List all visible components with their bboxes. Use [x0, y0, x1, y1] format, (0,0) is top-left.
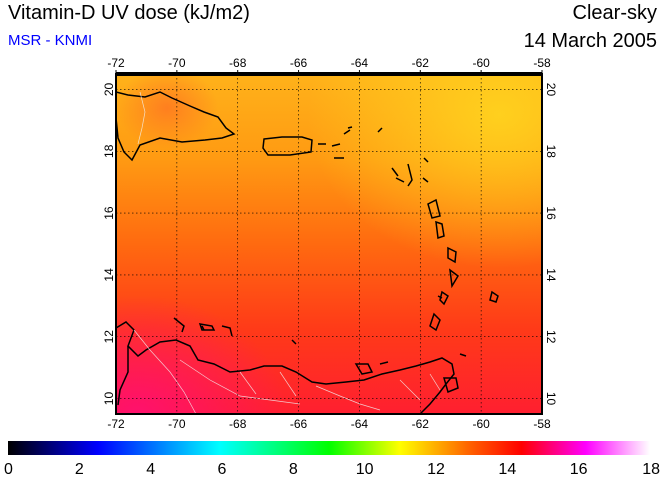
- colorbar-tick-label: 18: [642, 461, 660, 478]
- colorbar-tick-label: 6: [218, 461, 227, 478]
- lat-tick-label-right: 14: [544, 268, 558, 282]
- lat-tick-label-right: 20: [544, 83, 558, 97]
- lesser-antilles-coast: [377, 127, 499, 332]
- maracaibo-coast: [117, 346, 129, 406]
- puerto-rico-coast: [262, 136, 313, 156]
- lat-tick-label-right: 10: [544, 392, 558, 406]
- lat-tick-label-left: 10: [102, 392, 116, 406]
- lon-tick-label-top: -60: [472, 56, 490, 70]
- borders: [133, 91, 441, 415]
- colorbar-gradient: [8, 441, 650, 455]
- lon-tick-label-top: -64: [351, 56, 369, 70]
- map-title: Vitamin-D UV dose (kJ/m2): [8, 2, 250, 24]
- lon-tick-label-top: -66: [290, 56, 308, 70]
- colorbar-tick-label: 10: [356, 461, 374, 478]
- colorbar-tick-label: 8: [289, 461, 298, 478]
- graticule: [115, 70, 543, 414]
- colorbar-tick-label: 16: [570, 461, 588, 478]
- lat-tick-label-left: 12: [102, 330, 116, 344]
- lat-labels-right: 10 12 14 16 18 20: [544, 83, 558, 406]
- colorbar-tick-label: 2: [75, 461, 84, 478]
- abc-islands-coast: [173, 317, 233, 337]
- virgin-islands-coast: [318, 126, 353, 159]
- lon-labels-bottom: -72 -70 -68 -66 -64 -62 -60 -58: [107, 417, 551, 431]
- lat-tick-label-right: 12: [544, 330, 558, 344]
- grid-islands-coast: [201, 325, 297, 345]
- lat-tick-label-left: 16: [102, 206, 116, 220]
- colorbar: 0 2 4 6 8 10 12 14 16 18: [4, 441, 660, 478]
- source-label: MSR - KNMI: [8, 32, 93, 49]
- lon-tick-label-top: -62: [412, 56, 430, 70]
- lat-tick-label-left: 14: [102, 268, 116, 282]
- hispaniola-coast: [115, 91, 236, 162]
- lon-tick-label-bottom: -58: [533, 417, 551, 431]
- coastlines: [115, 91, 499, 415]
- lon-tick-label-top: -68: [229, 56, 247, 70]
- lat-tick-label-left: 18: [102, 144, 116, 158]
- lon-tick-label-top: -58: [533, 56, 551, 70]
- lon-tick-label-bottom: -68: [229, 417, 247, 431]
- lon-labels-top: -72 -70 -68 -66 -64 -62 -60 -58: [107, 56, 551, 70]
- lat-tick-label-right: 18: [544, 145, 558, 159]
- lon-tick-label-bottom: -66: [290, 417, 308, 431]
- date-label: 14 March 2005: [523, 30, 657, 52]
- sky-condition-label: Clear-sky: [572, 2, 657, 24]
- lat-tick-label-left: 20: [102, 82, 116, 96]
- lon-tick-label-bottom: -60: [472, 417, 490, 431]
- lon-tick-label-bottom: -64: [351, 417, 369, 431]
- lon-tick-label-top: -72: [107, 56, 125, 70]
- colorbar-tick-label: 0: [4, 461, 13, 478]
- trinidad-coast: [443, 353, 467, 394]
- lon-tick-label-bottom: -70: [168, 417, 186, 431]
- lat-tick-label-right: 16: [544, 206, 558, 220]
- lon-tick-label-bottom: -72: [107, 417, 125, 431]
- colorbar-ticks: 0 2 4 6 8 10 12 14 16 18: [4, 461, 660, 478]
- colorbar-tick-label: 4: [146, 461, 155, 478]
- south-america-coast: [115, 321, 455, 415]
- margarita-coast: [354, 361, 389, 375]
- map-panel: [116, 74, 542, 414]
- colorbar-tick-label: 14: [498, 461, 516, 478]
- lat-labels-left: 10 12 14 16 18 20: [102, 82, 116, 405]
- lon-tick-label-top: -70: [168, 56, 186, 70]
- lon-tick-label-bottom: -62: [412, 417, 430, 431]
- colorbar-tick-label: 12: [427, 461, 445, 478]
